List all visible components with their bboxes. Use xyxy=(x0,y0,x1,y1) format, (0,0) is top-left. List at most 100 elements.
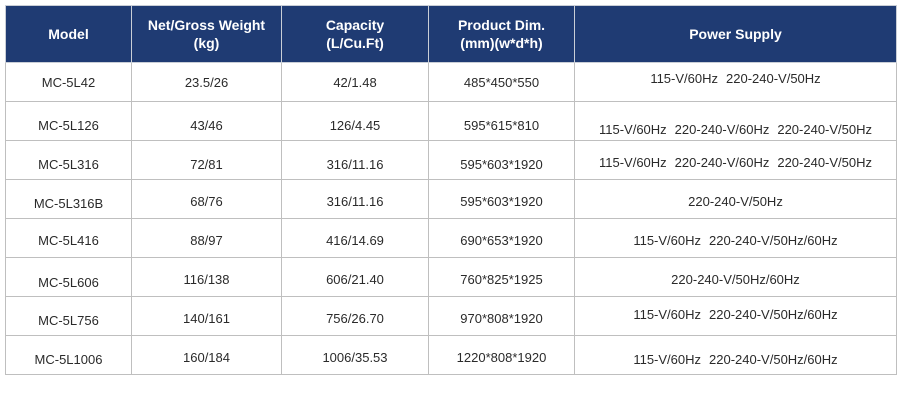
cell-dimensions: 595*603*1920 xyxy=(428,140,575,180)
power-option: 220-240-V/50Hz xyxy=(688,193,783,209)
cell-capacity-text: 316/11.16 xyxy=(326,193,384,209)
header-capacity-line2: (L/Cu.Ft) xyxy=(326,35,384,51)
cell-capacity: 1006/35.53 xyxy=(281,335,429,375)
cell-capacity: 756/26.70 xyxy=(281,296,429,336)
cell-model-text: MC-5L42 xyxy=(41,74,96,90)
cell-dimensions: 1220*808*1920 xyxy=(428,335,575,375)
cell-capacity: 316/11.16 xyxy=(281,140,429,180)
table-row: MC-5L416 88/97 416/14.69 690*653*1920 115-V/… xyxy=(5,218,897,258)
cell-dimensions: 595*615*810 xyxy=(428,101,575,141)
cell-dimensions-text: 595*615*810 xyxy=(463,117,540,133)
table-row: MC-5L1006 160/184 1006/35.53 1220*808*1920 1… xyxy=(5,335,897,375)
cell-dimensions-text: 760*825*1925 xyxy=(460,271,543,287)
cell-weight: 160/184 xyxy=(131,335,282,375)
power-option: 220-240-V/50Hz/60Hz xyxy=(709,306,838,322)
cell-model-text: MC-5L416 xyxy=(38,232,99,248)
table-row: MC-5L316B 68/76 316/11.16 595*603*1920 220-2… xyxy=(5,179,897,219)
cell-model: MC-5L756 xyxy=(5,296,132,336)
power-option: 220-240-V/50Hz xyxy=(777,154,873,170)
cell-capacity: 42/1.48 xyxy=(281,62,429,102)
cell-dimensions-text: 595*603*1920 xyxy=(460,193,543,209)
power-option: 220-240-V/60Hz xyxy=(674,154,770,170)
cell-weight-text: 72/81 xyxy=(190,156,223,172)
power-option: 115-V/60Hz xyxy=(598,154,667,170)
cell-model-text: MC-5L316B xyxy=(33,195,104,211)
power-option: 220-240-V/50Hz xyxy=(726,70,821,86)
power-option: 115-V/60Hz xyxy=(633,351,702,367)
table-row: MC-5L756 140/161 756/26.70 970*808*1920 115-… xyxy=(5,296,897,336)
cell-dimensions-text: 595*603*1920 xyxy=(460,156,543,172)
cell-weight: 72/81 xyxy=(131,140,282,180)
cell-model-text: MC-5L606 xyxy=(38,274,99,290)
cell-model-text: MC-5L1006 xyxy=(34,351,103,367)
spec-table-container: Model Net/Gross Weight (kg) Capacity (L/… xyxy=(5,5,897,375)
cell-model: MC-5L316 xyxy=(5,140,132,180)
header-dim-line1: Product Dim. xyxy=(457,17,546,33)
header-dim-line2: (mm)(w*d*h) xyxy=(460,35,543,51)
header-power: Power Supply xyxy=(574,5,897,63)
cell-weight-text: 23.5/26 xyxy=(184,74,229,90)
cell-weight: 88/97 xyxy=(131,218,282,258)
cell-dimensions-text: 1220*808*1920 xyxy=(456,349,547,365)
cell-power: 115-V/60Hz 220-240-V/50Hz xyxy=(574,62,897,102)
cell-dimensions: 595*603*1920 xyxy=(428,179,575,219)
cell-capacity-text: 416/14.69 xyxy=(326,232,384,248)
table-row: MC-5L606 116/138 606/21.40 760*825*1925 220-… xyxy=(5,257,897,297)
cell-capacity-text: 126/4.45 xyxy=(329,117,381,133)
table-body: MC-5L42 23.5/26 42/1.48 485*450*550 115-V/60… xyxy=(5,62,897,375)
cell-dimensions: 760*825*1925 xyxy=(428,257,575,297)
power-option: 220-240-V/50Hz/60Hz xyxy=(709,232,838,248)
header-capacity: Capacity (L/Cu.Ft) xyxy=(281,5,429,63)
cell-weight-text: 160/184 xyxy=(183,349,230,365)
power-option: 220-240-V/50Hz/60Hz xyxy=(709,351,838,367)
cell-power: 220-240-V/50Hz xyxy=(574,179,897,219)
table-row: MC-5L42 23.5/26 42/1.48 485*450*550 115-V/60… xyxy=(5,62,897,102)
power-option: 115-V/60Hz xyxy=(598,121,667,137)
header-dimensions: Product Dim. (mm)(w*d*h) xyxy=(428,5,575,63)
cell-power: 115-V/60Hz 220-240-V/60Hz 220-240-V/50Hz xyxy=(574,101,897,141)
cell-model: MC-5L126 xyxy=(5,101,132,141)
cell-weight-text: 88/97 xyxy=(190,232,223,248)
cell-capacity-text: 756/26.70 xyxy=(326,310,384,326)
power-option: 115-V/60Hz xyxy=(633,232,702,248)
power-option: 220-240-V/60Hz xyxy=(674,121,770,137)
cell-model-text: MC-5L756 xyxy=(38,312,99,328)
header-weight-line2: (kg) xyxy=(193,35,220,51)
cell-capacity-text: 1006/35.53 xyxy=(322,349,388,365)
cell-dimensions: 485*450*550 xyxy=(428,62,575,102)
cell-weight: 116/138 xyxy=(131,257,282,297)
table-row: MC-5L316 72/81 316/11.16 595*603*1920 115-V/… xyxy=(5,140,897,180)
cell-power: 220-240-V/50Hz/60Hz xyxy=(574,257,897,297)
cell-dimensions-text: 970*808*1920 xyxy=(460,310,543,326)
cell-weight-text: 43/46 xyxy=(190,117,223,133)
cell-capacity: 316/11.16 xyxy=(281,179,429,219)
power-option: 115-V/60Hz xyxy=(650,70,718,86)
header-row: Model Net/Gross Weight (kg) Capacity (L/… xyxy=(5,5,897,63)
cell-power: 115-V/60Hz 220-240-V/50Hz/60Hz xyxy=(574,296,897,336)
cell-dimensions-text: 690*653*1920 xyxy=(460,232,543,248)
cell-weight: 23.5/26 xyxy=(131,62,282,102)
power-option: 115-V/60Hz xyxy=(633,306,702,322)
cell-capacity: 416/14.69 xyxy=(281,218,429,258)
power-option: 220-240-V/50Hz/60Hz xyxy=(671,271,800,287)
cell-model-text: MC-5L316 xyxy=(38,156,99,172)
cell-dimensions-text: 485*450*550 xyxy=(463,74,540,90)
cell-power: 115-V/60Hz 220-240-V/50Hz/60Hz xyxy=(574,335,897,375)
spec-table: Model Net/Gross Weight (kg) Capacity (L/… xyxy=(5,5,897,375)
cell-weight: 68/76 xyxy=(131,179,282,219)
cell-weight: 43/46 xyxy=(131,101,282,141)
cell-model: MC-5L1006 xyxy=(5,335,132,375)
cell-weight: 140/161 xyxy=(131,296,282,336)
cell-capacity: 606/21.40 xyxy=(281,257,429,297)
cell-capacity-text: 316/11.16 xyxy=(326,156,384,172)
header-model: Model xyxy=(5,5,132,63)
cell-weight-text: 116/138 xyxy=(183,271,230,287)
header-weight-line1: Net/Gross Weight xyxy=(147,17,266,33)
cell-capacity-text: 606/21.40 xyxy=(326,271,384,287)
cell-power: 115-V/60Hz 220-240-V/50Hz/60Hz xyxy=(574,218,897,258)
cell-model: MC-5L316B xyxy=(5,179,132,219)
cell-capacity-text: 42/1.48 xyxy=(333,74,377,90)
header-weight: Net/Gross Weight (kg) xyxy=(131,5,282,63)
cell-model-text: MC-5L126 xyxy=(38,117,99,133)
cell-weight-text: 68/76 xyxy=(190,193,223,209)
